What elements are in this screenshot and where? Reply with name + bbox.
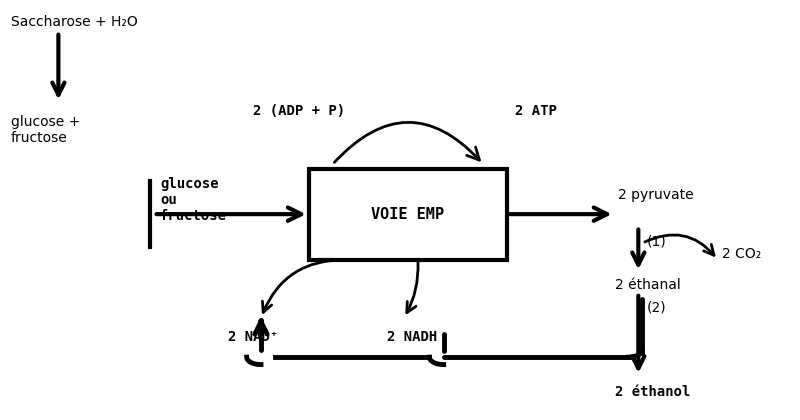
Text: 2 éthanol: 2 éthanol xyxy=(614,386,690,399)
Text: 2 éthanal: 2 éthanal xyxy=(614,278,680,291)
Text: 2 NADH: 2 NADH xyxy=(386,330,437,344)
Bar xyxy=(309,168,507,260)
Text: 2 ATP: 2 ATP xyxy=(515,104,557,118)
Text: 2 pyruvate: 2 pyruvate xyxy=(618,188,694,202)
Text: (2): (2) xyxy=(646,300,666,315)
Text: 2 NAD⁺: 2 NAD⁺ xyxy=(228,330,278,344)
Text: glucose
ou
fructose: glucose ou fructose xyxy=(160,177,227,223)
Text: 2 (ADP + P): 2 (ADP + P) xyxy=(253,104,345,118)
Text: VOIE EMP: VOIE EMP xyxy=(371,207,445,222)
Text: Saccharose + H₂O: Saccharose + H₂O xyxy=(10,15,138,29)
Text: glucose +
fructose: glucose + fructose xyxy=(10,115,80,145)
Text: 2 CO₂: 2 CO₂ xyxy=(722,247,761,260)
Text: (1): (1) xyxy=(646,234,666,248)
